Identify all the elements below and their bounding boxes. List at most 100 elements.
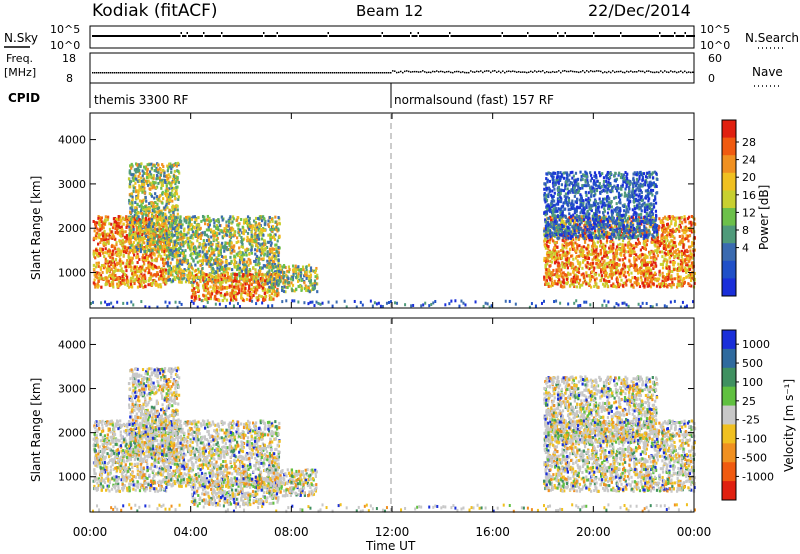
heatmap-cell [175, 185, 178, 189]
heatmap-cell [154, 264, 157, 268]
nsky-point [575, 35, 577, 37]
heatmap-cell [141, 182, 144, 186]
nsky-point [99, 35, 101, 37]
heatmap-cell [212, 248, 216, 252]
heatmap-cell [139, 211, 142, 215]
heatmap-cell [223, 286, 227, 290]
nsky-point [462, 35, 464, 37]
nsky-point [426, 35, 428, 37]
heatmap-cell [251, 224, 254, 228]
heatmap-cell [204, 253, 208, 257]
heatmap-cell [141, 229, 144, 233]
nsky-point [348, 35, 350, 37]
heatmap-cell [282, 264, 286, 268]
heatmap-cell [207, 249, 211, 253]
heatmap-cell [138, 243, 141, 247]
freq-point [172, 72, 174, 74]
heatmap-cell [201, 255, 205, 259]
heatmap-cell [124, 265, 128, 269]
heatmap-cell [109, 276, 113, 280]
heatmap-cell [267, 274, 270, 278]
nsky-point [375, 35, 377, 37]
heatmap-cell [123, 235, 127, 239]
heatmap-cell [237, 291, 241, 295]
heatmap-cell [125, 236, 128, 240]
heatmap-cell [236, 292, 239, 296]
heatmap-cell [263, 217, 266, 221]
freq-point [570, 70, 572, 72]
freq-point [430, 71, 432, 74]
nsky-point [416, 35, 418, 37]
heatmap-cell [266, 253, 269, 257]
freq-point [650, 71, 652, 73]
heatmap-cell [257, 273, 261, 277]
heatmap-cell [212, 237, 215, 241]
heatmap-cell [96, 282, 99, 286]
heatmap-cell [168, 164, 171, 168]
nsky-point [392, 35, 394, 37]
nsky-point [389, 35, 391, 37]
heatmap-cell [251, 240, 254, 244]
heatmap-cell [272, 282, 275, 286]
nsky-point [662, 35, 664, 37]
nsky-point [653, 35, 655, 37]
heatmap-cell [215, 297, 218, 301]
freq-point [636, 71, 638, 73]
heatmap-cell [102, 241, 105, 245]
heatmap-cell [118, 276, 121, 280]
freq-point [376, 72, 378, 74]
heatmap-cell [124, 217, 128, 221]
heatmap-cell [626, 270, 630, 274]
nsky-point [399, 35, 401, 37]
heatmap-cell [210, 228, 213, 232]
heatmap-cell [166, 246, 169, 250]
heatmap-cell [258, 283, 261, 287]
heatmap-cell [305, 273, 308, 277]
heatmap-cell [195, 275, 198, 279]
heatmap-cell [243, 218, 246, 222]
heatmap-cell [120, 282, 123, 286]
heatmap-cell [142, 171, 145, 175]
freq-point [248, 72, 250, 74]
heatmap-cell [206, 280, 209, 284]
heatmap-cell [168, 208, 171, 212]
heatmap-cell [205, 239, 209, 243]
heatmap-cell [204, 289, 208, 293]
freq-point [350, 72, 352, 74]
heatmap-cell [276, 267, 279, 271]
heatmap-cell [139, 280, 142, 284]
heatmap-cell [140, 226, 143, 230]
heatmap-cell [196, 239, 199, 243]
heatmap-cell [248, 284, 251, 288]
freq-point [484, 70, 486, 73]
heatmap-cell [650, 237, 654, 241]
heatmap-cell [160, 244, 163, 248]
heatmap-cell [268, 252, 271, 256]
heatmap-cell [609, 247, 612, 251]
heatmap-cell [149, 243, 152, 247]
heatmap-cell [150, 262, 154, 266]
heatmap-cell [263, 228, 266, 232]
heatmap-cell [115, 231, 118, 235]
heatmap-cell [191, 252, 195, 256]
heatmap-cell [151, 211, 154, 215]
heatmap-cell [160, 267, 163, 271]
heatmap-cell [140, 185, 144, 189]
heatmap-cell [273, 279, 277, 283]
heatmap-cell [594, 280, 597, 284]
heatmap-cell [312, 287, 315, 291]
nsky-point [602, 35, 604, 37]
heatmap-cell [125, 225, 128, 229]
heatmap-cell [139, 247, 143, 251]
heatmap-cell [305, 268, 308, 272]
heatmap-cell [199, 263, 202, 267]
heatmap-cell [144, 195, 147, 199]
nsky-point [555, 35, 557, 37]
nsky-point [180, 32, 182, 34]
heatmap-cell [194, 263, 197, 267]
heatmap-cell [259, 278, 262, 282]
heatmap-cell [145, 165, 148, 169]
heatmap-cell [127, 246, 130, 250]
heatmap-cell [159, 285, 163, 289]
heatmap-cell [155, 248, 158, 252]
